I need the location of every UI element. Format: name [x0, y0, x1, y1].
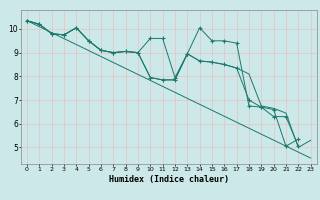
X-axis label: Humidex (Indice chaleur): Humidex (Indice chaleur) — [109, 175, 229, 184]
